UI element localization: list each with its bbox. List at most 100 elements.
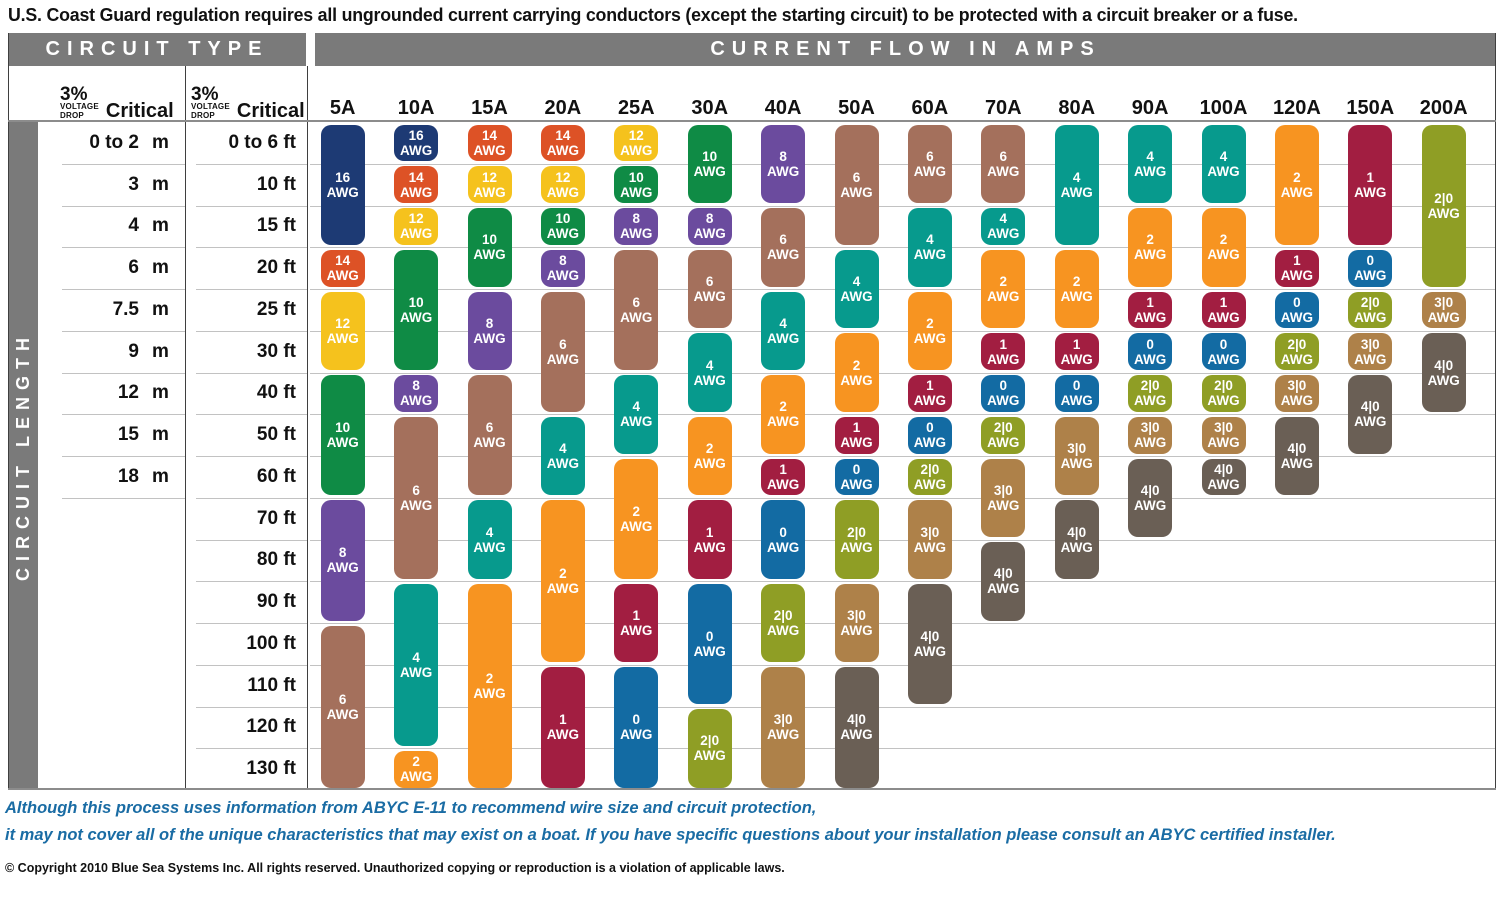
- awg-size-value: 4|0: [1360, 399, 1380, 415]
- awg-block: 1 AWG: [1274, 249, 1319, 287]
- awg-unit-label: AWG: [1060, 456, 1093, 471]
- awg-size-value: 1: [632, 608, 641, 623]
- awg-block: 1 AWG: [761, 458, 806, 496]
- awg-unit-label: AWG: [1060, 351, 1093, 367]
- awg-unit-label: AWG: [913, 435, 947, 451]
- awg-size-value: 14: [481, 127, 498, 143]
- awg-unit-label: AWG: [1427, 309, 1460, 325]
- amp-column-header: 70A: [984, 97, 1022, 119]
- awg-unit-label: AWG: [1354, 351, 1387, 367]
- awg-size-value: 2: [412, 754, 420, 770]
- length-row-feet: 60 ft: [256, 465, 296, 487]
- amp-column-header: 100A: [1199, 97, 1248, 119]
- amp-column-header: 15A: [471, 97, 508, 119]
- awg-size-value: 4|0: [1214, 461, 1233, 477]
- awg-size-value: 12: [628, 127, 644, 143]
- awg-size-value: 0: [779, 524, 787, 540]
- awg-unit-label: AWG: [326, 706, 359, 722]
- awg-size-value: 2: [926, 315, 934, 331]
- awg-size-value: 6: [999, 148, 1008, 164]
- awg-unit-label: AWG: [693, 748, 726, 764]
- awg-block: 6 AWG: [540, 291, 585, 412]
- awg-size-value: 4: [999, 211, 1008, 227]
- row-divider: [310, 539, 1495, 541]
- length-row-meters: 15 m: [38, 414, 185, 456]
- length-row-meters: 0 to 2 m: [38, 122, 185, 164]
- awg-block: 14 AWG: [540, 124, 585, 162]
- awg-size-value: 0: [1366, 253, 1375, 269]
- awg-block: 8 AWG: [320, 500, 365, 621]
- length-meters-unit: m: [152, 424, 169, 446]
- awg-block: 4 AWG: [394, 583, 439, 746]
- awg-unit-label: AWG: [840, 372, 873, 388]
- awg-unit-label: AWG: [1280, 309, 1314, 325]
- awg-block: 8 AWG: [761, 124, 806, 203]
- circuit-length-sidebar: CIRCUIT LENGTH: [8, 122, 38, 790]
- voltage-drop-word2: DROP: [191, 110, 215, 120]
- awg-size-value: 4|0: [920, 628, 940, 644]
- awg-block: 2 AWG: [614, 458, 659, 579]
- awg-size-value: 3|0: [1287, 378, 1307, 394]
- awg-size-value: 2: [999, 274, 1008, 289]
- row-divider: [196, 456, 307, 457]
- awg-size-value: 2|0: [993, 420, 1013, 436]
- awg-unit-label: AWG: [987, 497, 1020, 513]
- awg-block: 2 AWG: [1128, 208, 1173, 287]
- awg-size-value: 2: [485, 670, 494, 686]
- awg-block: 3|0 AWG: [1421, 291, 1466, 329]
- awg-size-value: 6: [852, 169, 861, 185]
- awg-block: 1 AWG: [834, 416, 879, 454]
- awg-size-value: 12: [408, 211, 424, 227]
- awg-block: 6 AWG: [614, 249, 659, 370]
- awg-size-value: 2|0: [1434, 190, 1454, 206]
- row-divider: [62, 247, 185, 249]
- awg-unit-label: AWG: [987, 581, 1020, 597]
- awg-block: 4 AWG: [907, 208, 952, 287]
- awg-unit-label: AWG: [473, 435, 506, 451]
- length-meters-value: 18: [117, 465, 139, 487]
- amp-column-header: 50A: [838, 97, 875, 119]
- awg-unit-label: AWG: [1207, 435, 1240, 451]
- row-divider: [196, 748, 307, 750]
- awg-block: 10 AWG: [540, 208, 585, 245]
- awg-unit-label: AWG: [766, 330, 800, 346]
- row-divider: [196, 706, 307, 708]
- row-divider: [196, 247, 307, 249]
- awg-block: 4 AWG: [1128, 124, 1173, 203]
- awg-unit-label: AWG: [546, 581, 580, 597]
- awg-size-value: 2: [632, 503, 641, 519]
- awg-unit-label: AWG: [1280, 456, 1314, 471]
- awg-unit-label: AWG: [1280, 184, 1314, 200]
- awg-block: 8 AWG: [614, 208, 659, 245]
- awg-size-value: 1: [1219, 294, 1228, 310]
- awg-block: 10 AWG: [687, 124, 732, 203]
- awg-unit-label: AWG: [620, 623, 653, 638]
- awg-unit-label: AWG: [546, 184, 580, 200]
- awg-block: 1 AWG: [981, 333, 1026, 370]
- awg-unit-label: AWG: [1133, 393, 1167, 409]
- awg-block: 6 AWG: [687, 249, 732, 329]
- awg-size-value: 12: [335, 315, 351, 331]
- awg-unit-label: AWG: [1354, 309, 1387, 325]
- length-meters-value: 7.5: [112, 298, 139, 320]
- awg-block: 0 AWG: [687, 583, 732, 704]
- awg-unit-label: AWG: [399, 226, 433, 242]
- length-meters-value: 0 to 2: [89, 131, 139, 153]
- awg-unit-label: AWG: [913, 393, 947, 409]
- table-border-right: [1495, 33, 1496, 790]
- awg-unit-label: AWG: [913, 330, 947, 346]
- awg-block: 3|0 AWG: [834, 583, 879, 663]
- awg-size-value: 4: [926, 232, 934, 248]
- awg-unit-label: AWG: [1133, 351, 1167, 367]
- length-meters-unit: m: [152, 131, 169, 153]
- awg-size-value: 3|0: [920, 524, 940, 540]
- awg-block: 2 AWG: [1274, 124, 1319, 245]
- awg-size-value: 16: [408, 127, 424, 143]
- awg-block: 10 AWG: [614, 166, 659, 203]
- awg-unit-label: AWG: [840, 539, 873, 555]
- row-divider: [196, 581, 307, 583]
- awg-size-value: 0: [1293, 294, 1301, 310]
- amp-column-header: 150A: [1346, 97, 1395, 119]
- awg-block: 2|0 AWG: [907, 458, 952, 496]
